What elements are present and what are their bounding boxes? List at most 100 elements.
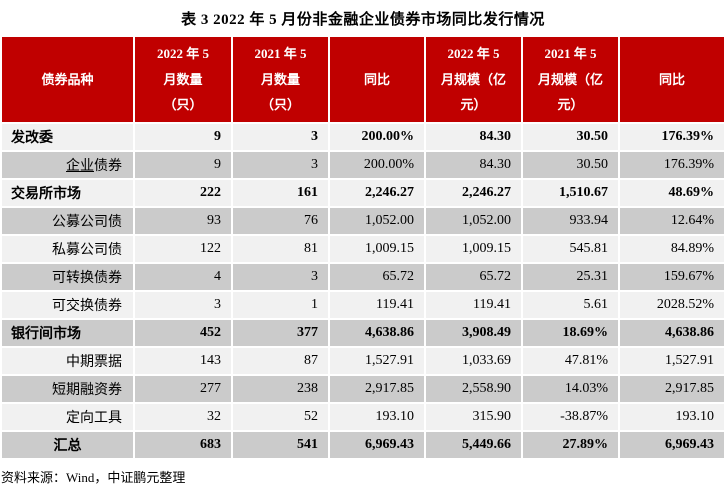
value-cell: 3 — [233, 124, 328, 150]
value-cell: 315.90 — [426, 404, 521, 430]
value-cell: 1,527.91 — [620, 348, 724, 374]
value-cell: -38.87% — [523, 404, 618, 430]
table-row: 发改委 9 3 200.00% 84.30 30.50 176.39% — [2, 124, 724, 150]
value-cell: 1,009.15 — [330, 236, 424, 262]
column-header: 2022 年 5 月规模（亿 元） — [426, 37, 521, 122]
value-cell: 1,527.91 — [330, 348, 424, 374]
value-cell: 933.94 — [523, 208, 618, 234]
value-cell: 6,969.43 — [620, 432, 724, 458]
column-header: 同比 — [330, 37, 424, 122]
underlined-label-part: 企业 — [66, 159, 94, 174]
value-cell: 81 — [233, 236, 328, 262]
table-row: 可转换债券 4 3 65.72 65.72 25.31 159.67% — [2, 264, 724, 290]
column-header: 债券品种 — [2, 37, 133, 122]
value-cell: 65.72 — [330, 264, 424, 290]
table-row: 定向工具 32 52 193.10 315.90 -38.87% 193.10 — [2, 404, 724, 430]
value-cell: 193.10 — [330, 404, 424, 430]
value-cell: 193.10 — [620, 404, 724, 430]
value-cell: 2,558.90 — [426, 376, 521, 402]
value-cell: 25.31 — [523, 264, 618, 290]
value-cell: 122 — [135, 236, 231, 262]
table-header: 债券品种 2022 年 5 月数量 （只） 2021 年 5 月数量 （只） 同比 20… — [2, 37, 724, 122]
value-cell: 27.89% — [523, 432, 618, 458]
value-cell: 93 — [135, 208, 231, 234]
value-cell: 3,908.49 — [426, 320, 521, 346]
value-cell: 200.00% — [330, 124, 424, 150]
table-row: 中期票据 143 87 1,527.91 1,033.69 47.81% 1,527.91 — [2, 348, 724, 374]
table-row: 私募公司债 122 81 1,009.15 1,009.15 545.81 84.89% — [2, 236, 724, 262]
value-cell: 3 — [135, 292, 231, 318]
value-cell: 238 — [233, 376, 328, 402]
bond-type-cell: 企业债券 — [2, 152, 133, 178]
value-cell: 1,052.00 — [426, 208, 521, 234]
bond-issuance-table: 债券品种 2022 年 5 月数量 （只） 2021 年 5 月数量 （只） 同比 20… — [0, 35, 726, 460]
value-cell: 452 — [135, 320, 231, 346]
bond-type-cell: 私募公司债 — [2, 236, 133, 262]
bond-type-cell: 公募公司债 — [2, 208, 133, 234]
value-cell: 32 — [135, 404, 231, 430]
value-cell: 14.03% — [523, 376, 618, 402]
value-cell: 48.69% — [620, 180, 724, 206]
column-header: 2021 年 5 月数量 （只） — [233, 37, 328, 122]
table-title: 表 3 2022 年 5 月份非金融企业债券市场同比发行情况 — [181, 12, 545, 28]
value-cell: 5,449.66 — [426, 432, 521, 458]
bond-type-cell: 中期票据 — [2, 348, 133, 374]
column-header: 同比 — [620, 37, 724, 122]
table-row: 公募公司债 93 76 1,052.00 1,052.00 933.94 12.64% — [2, 208, 724, 234]
table-row: 交易所市场 222 161 2,246.27 2,246.27 1,510.67 48.69… — [2, 180, 724, 206]
value-cell: 87 — [233, 348, 328, 374]
value-cell: 1,033.69 — [426, 348, 521, 374]
value-cell: 2,917.85 — [620, 376, 724, 402]
table-row: 可交换债券 3 1 119.41 119.41 5.61 2028.52% — [2, 292, 724, 318]
value-cell: 2,246.27 — [330, 180, 424, 206]
bond-type-cell: 交易所市场 — [2, 180, 133, 206]
value-cell: 3 — [233, 152, 328, 178]
value-cell: 161 — [233, 180, 328, 206]
value-cell: 377 — [233, 320, 328, 346]
report-table-page: 表 3 2022 年 5 月份非金融企业债券市场同比发行情况 债券品种 2022 … — [0, 12, 726, 485]
bond-type-cell: 短期融资券 — [2, 376, 133, 402]
value-cell: 1,009.15 — [426, 236, 521, 262]
value-cell: 84.30 — [426, 124, 521, 150]
value-cell: 76 — [233, 208, 328, 234]
table-body: 发改委 9 3 200.00% 84.30 30.50 176.39% 企业债券 9 3 200.0… — [2, 124, 724, 458]
value-cell: 47.81% — [523, 348, 618, 374]
value-cell: 9 — [135, 124, 231, 150]
value-cell: 176.39% — [620, 124, 724, 150]
value-cell: 1,052.00 — [330, 208, 424, 234]
value-cell: 2,917.85 — [330, 376, 424, 402]
bond-type-cell: 汇总 — [2, 432, 133, 458]
value-cell: 119.41 — [426, 292, 521, 318]
value-cell: 6,969.43 — [330, 432, 424, 458]
value-cell: 1,510.67 — [523, 180, 618, 206]
bond-type-cell: 可交换债券 — [2, 292, 133, 318]
value-cell: 176.39% — [620, 152, 724, 178]
table-row: 短期融资券 277 238 2,917.85 2,558.90 14.03% 2,917.8… — [2, 376, 724, 402]
value-cell: 5.61 — [523, 292, 618, 318]
value-cell: 2028.52% — [620, 292, 724, 318]
value-cell: 1 — [233, 292, 328, 318]
value-cell: 683 — [135, 432, 231, 458]
value-cell: 119.41 — [330, 292, 424, 318]
value-cell: 18.69% — [523, 320, 618, 346]
table-header-row: 债券品种 2022 年 5 月数量 （只） 2021 年 5 月数量 （只） 同比 20… — [2, 37, 724, 122]
value-cell: 545.81 — [523, 236, 618, 262]
value-cell: 84.30 — [426, 152, 521, 178]
value-cell: 4 — [135, 264, 231, 290]
value-cell: 2,246.27 — [426, 180, 521, 206]
value-cell: 84.89% — [620, 236, 724, 262]
table-row: 企业债券 9 3 200.00% 84.30 30.50 176.39% — [2, 152, 724, 178]
source-note: 资料来源：Wind，中证鹏元整理 — [1, 470, 186, 485]
column-header: 2022 年 5 月数量 （只） — [135, 37, 231, 122]
value-cell: 52 — [233, 404, 328, 430]
bond-type-cell: 可转换债券 — [2, 264, 133, 290]
value-cell: 4,638.86 — [620, 320, 724, 346]
value-cell: 9 — [135, 152, 231, 178]
value-cell: 222 — [135, 180, 231, 206]
column-header: 2021 年 5 月规模（亿 元） — [523, 37, 618, 122]
value-cell: 277 — [135, 376, 231, 402]
value-cell: 30.50 — [523, 124, 618, 150]
bond-type-cell: 定向工具 — [2, 404, 133, 430]
value-cell: 12.64% — [620, 208, 724, 234]
table-row: 银行间市场 452 377 4,638.86 3,908.49 18.69% 4,638.8… — [2, 320, 724, 346]
